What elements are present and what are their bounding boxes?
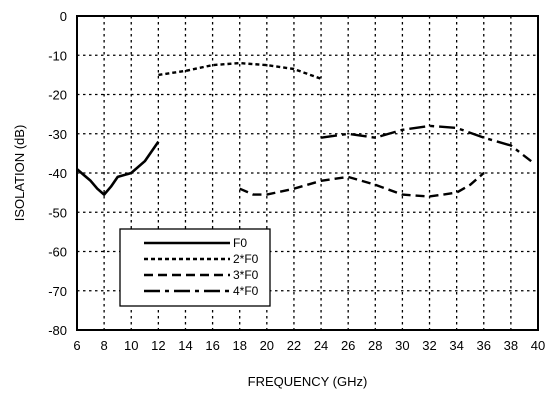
x-axis-ticks: 6 8 10 12 14 16 18 20 22 24 26 28 30 32 34 36 38 40 — [73, 338, 545, 353]
legend: F0 2*F0 3*F0 4*F0 — [119, 228, 271, 307]
series-lines — [76, 61, 532, 198]
x-axis-title: FREQUENCY (GHz) — [248, 374, 368, 389]
x-tick-label: 32 — [422, 338, 436, 353]
y-tick-label: -30 — [48, 127, 67, 142]
legend-label: 2*F0 — [233, 252, 259, 266]
legend-label: F0 — [233, 236, 247, 250]
x-tick-label: 20 — [260, 338, 274, 353]
x-tick-label: 8 — [101, 338, 108, 353]
y-tick-label: -50 — [48, 205, 67, 220]
y-tick-label: -70 — [48, 284, 67, 299]
x-tick-label: 24 — [314, 338, 328, 353]
x-tick-label: 10 — [124, 338, 138, 353]
x-tick-label: 18 — [232, 338, 246, 353]
y-tick-label: 0 — [60, 9, 67, 24]
y-tick-label: -60 — [48, 245, 67, 260]
series-line-f0 — [76, 140, 160, 196]
x-tick-label: 14 — [178, 338, 192, 353]
y-tick-label: -80 — [48, 323, 67, 338]
x-tick-label: 26 — [341, 338, 355, 353]
x-tick-label: 16 — [205, 338, 219, 353]
x-tick-label: 38 — [504, 338, 518, 353]
legend-label: 3*F0 — [233, 268, 259, 282]
series-line-2xf0 — [158, 61, 322, 80]
y-tick-label: -20 — [48, 88, 67, 103]
y-tick-label: -40 — [48, 166, 67, 181]
x-tick-label: 22 — [287, 338, 301, 353]
x-tick-label: 30 — [395, 338, 409, 353]
series-line-4xf0 — [320, 124, 532, 163]
y-tick-label: -10 — [48, 48, 67, 63]
legend-label: 4*F0 — [233, 284, 259, 298]
y-axis-ticks: 0 -10 -20 -30 -40 -50 -60 -70 -80 — [48, 9, 67, 338]
x-tick-label: 28 — [368, 338, 382, 353]
plot-frame — [76, 15, 539, 331]
x-tick-label: 12 — [151, 338, 165, 353]
x-tick-label: 36 — [477, 338, 491, 353]
grid — [77, 16, 538, 330]
x-tick-label: 40 — [531, 338, 545, 353]
x-tick-label: 6 — [73, 338, 80, 353]
x-tick-label: 34 — [449, 338, 463, 353]
series-line-3xf0 — [239, 172, 485, 198]
y-axis-title: ISOLATION (dB) — [12, 125, 27, 222]
